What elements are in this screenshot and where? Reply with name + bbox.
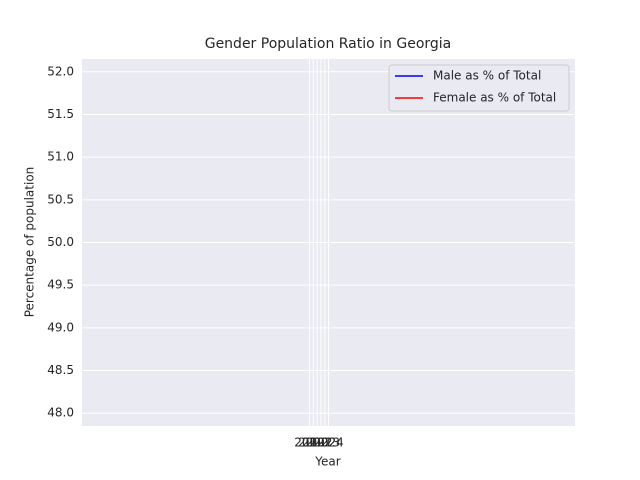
grid [82, 59, 575, 426]
legend: Male as % of Total Female as % of Total [388, 64, 570, 112]
y-tick-label: 51.0 [47, 150, 74, 164]
y-tick-label: 49.5 [47, 278, 74, 292]
x-tick-label: 2019 [294, 436, 325, 450]
y-axis-label: Percentage of population [23, 167, 37, 318]
y-tick-label: 50.0 [47, 235, 74, 249]
y-tick-label: 48.0 [47, 406, 74, 420]
legend-label: Male as % of Total [433, 69, 541, 83]
x-tick-label: 2022 [306, 436, 337, 450]
y-tick-label: 52.0 [47, 64, 74, 78]
x-axis-label: Year [314, 455, 340, 469]
x-tick-label: 2021 [302, 436, 333, 450]
chart-title: Gender Population Ratio in Georgia [205, 36, 452, 52]
x-tick-label: 2023 [309, 436, 340, 450]
y-tick-label: 48.5 [47, 363, 74, 377]
y-tick-label: 49.0 [47, 320, 74, 334]
x-tick-label: 2020 [298, 436, 329, 450]
y-tick-label: 50.5 [47, 192, 74, 206]
x-tick-label: 2024 [313, 436, 344, 450]
legend-box [388, 64, 570, 112]
y-tick-label: 51.5 [47, 107, 74, 121]
legend-label: Female as % of Total [433, 91, 556, 105]
